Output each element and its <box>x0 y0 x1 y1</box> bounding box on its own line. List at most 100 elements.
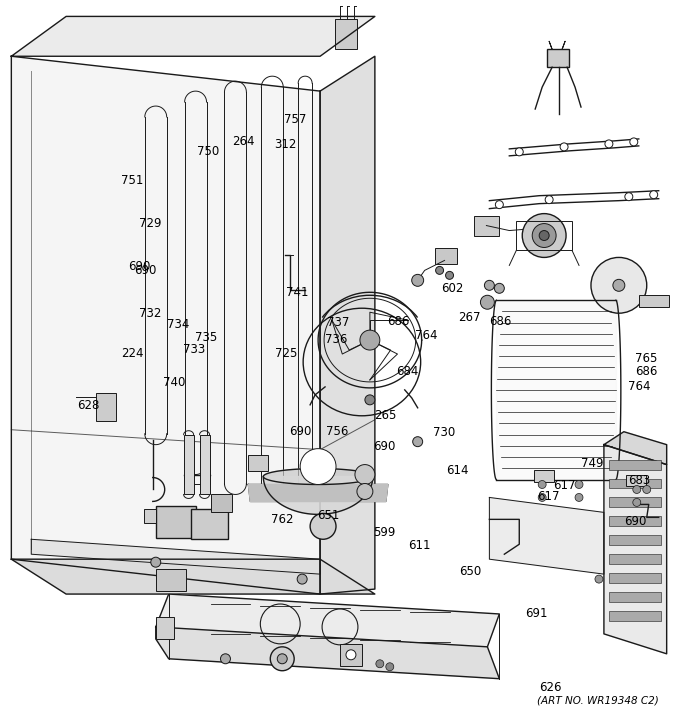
Text: 267: 267 <box>458 310 481 323</box>
Text: 599: 599 <box>373 526 396 539</box>
Circle shape <box>613 279 625 291</box>
Circle shape <box>591 257 647 313</box>
Circle shape <box>277 654 287 664</box>
Bar <box>156 506 196 538</box>
Circle shape <box>365 395 375 405</box>
Circle shape <box>625 193 633 201</box>
Circle shape <box>560 143 568 151</box>
Polygon shape <box>604 431 666 465</box>
Bar <box>435 249 456 265</box>
Bar <box>190 510 228 539</box>
Bar <box>156 569 186 591</box>
Text: 732: 732 <box>139 307 161 320</box>
Bar <box>609 516 661 526</box>
Circle shape <box>357 484 373 500</box>
Text: 749: 749 <box>581 457 604 470</box>
Text: 733: 733 <box>184 343 205 356</box>
Circle shape <box>300 449 336 484</box>
Bar <box>534 470 554 481</box>
Circle shape <box>436 266 443 274</box>
Circle shape <box>411 274 424 286</box>
Bar <box>626 475 646 486</box>
Circle shape <box>413 436 423 447</box>
Bar <box>609 497 661 507</box>
Polygon shape <box>156 627 499 679</box>
Polygon shape <box>12 559 375 594</box>
Text: 764: 764 <box>415 328 437 341</box>
Text: 750: 750 <box>197 145 220 158</box>
Bar <box>475 215 499 236</box>
Circle shape <box>495 201 503 209</box>
Polygon shape <box>490 497 604 574</box>
Bar <box>184 435 194 494</box>
Text: 735: 735 <box>195 331 218 344</box>
Text: 730: 730 <box>433 426 456 439</box>
Text: (ART NO. WR19348 C2): (ART NO. WR19348 C2) <box>537 695 658 705</box>
Circle shape <box>481 295 494 310</box>
Bar <box>211 494 233 513</box>
Circle shape <box>484 281 494 290</box>
Polygon shape <box>156 594 499 647</box>
Bar <box>156 617 173 639</box>
Text: 611: 611 <box>408 539 430 552</box>
Bar <box>609 592 661 602</box>
Circle shape <box>151 558 160 567</box>
Circle shape <box>532 223 556 247</box>
Polygon shape <box>12 57 320 594</box>
Text: 691: 691 <box>525 608 547 621</box>
Text: 628: 628 <box>77 399 99 413</box>
Text: 686: 686 <box>489 315 511 328</box>
Text: 690: 690 <box>289 425 311 438</box>
Circle shape <box>633 499 641 506</box>
Circle shape <box>539 231 549 241</box>
Text: 690: 690 <box>373 441 395 453</box>
Bar <box>96 393 116 420</box>
Circle shape <box>376 660 384 668</box>
Bar <box>248 455 269 471</box>
Polygon shape <box>248 484 388 502</box>
Polygon shape <box>263 476 373 514</box>
Text: 651: 651 <box>318 509 340 522</box>
Text: 626: 626 <box>539 681 561 694</box>
Text: 265: 265 <box>374 409 396 422</box>
Text: 756: 756 <box>326 425 348 438</box>
Text: 617: 617 <box>537 489 560 502</box>
Circle shape <box>515 148 523 156</box>
Text: 684: 684 <box>396 365 419 378</box>
Circle shape <box>445 271 454 279</box>
Text: 686: 686 <box>635 365 658 378</box>
Text: 690: 690 <box>129 260 151 273</box>
Text: 751: 751 <box>121 174 143 187</box>
Text: 312: 312 <box>275 138 297 151</box>
Text: 762: 762 <box>271 513 294 526</box>
Text: 729: 729 <box>139 217 162 230</box>
Bar <box>335 20 357 49</box>
Bar <box>609 535 661 545</box>
Circle shape <box>310 513 336 539</box>
Text: 764: 764 <box>628 380 651 393</box>
Text: 224: 224 <box>122 347 144 360</box>
Bar <box>609 460 661 470</box>
Polygon shape <box>263 468 373 484</box>
Text: 725: 725 <box>275 347 297 360</box>
Text: 690: 690 <box>135 264 157 276</box>
Text: 741: 741 <box>286 286 309 299</box>
Polygon shape <box>604 444 666 654</box>
Bar <box>340 644 362 666</box>
Circle shape <box>643 486 651 494</box>
Text: 765: 765 <box>635 352 658 365</box>
Circle shape <box>649 191 658 199</box>
Text: 734: 734 <box>167 318 189 331</box>
Circle shape <box>575 494 583 502</box>
Polygon shape <box>320 57 375 594</box>
Circle shape <box>545 196 553 204</box>
Bar <box>609 573 661 583</box>
Bar <box>609 554 661 564</box>
Circle shape <box>633 486 641 494</box>
Text: 650: 650 <box>460 566 482 579</box>
Text: 614: 614 <box>446 464 469 477</box>
Circle shape <box>270 647 294 671</box>
Text: 737: 737 <box>327 316 349 329</box>
Bar <box>143 510 156 523</box>
Circle shape <box>386 663 394 671</box>
